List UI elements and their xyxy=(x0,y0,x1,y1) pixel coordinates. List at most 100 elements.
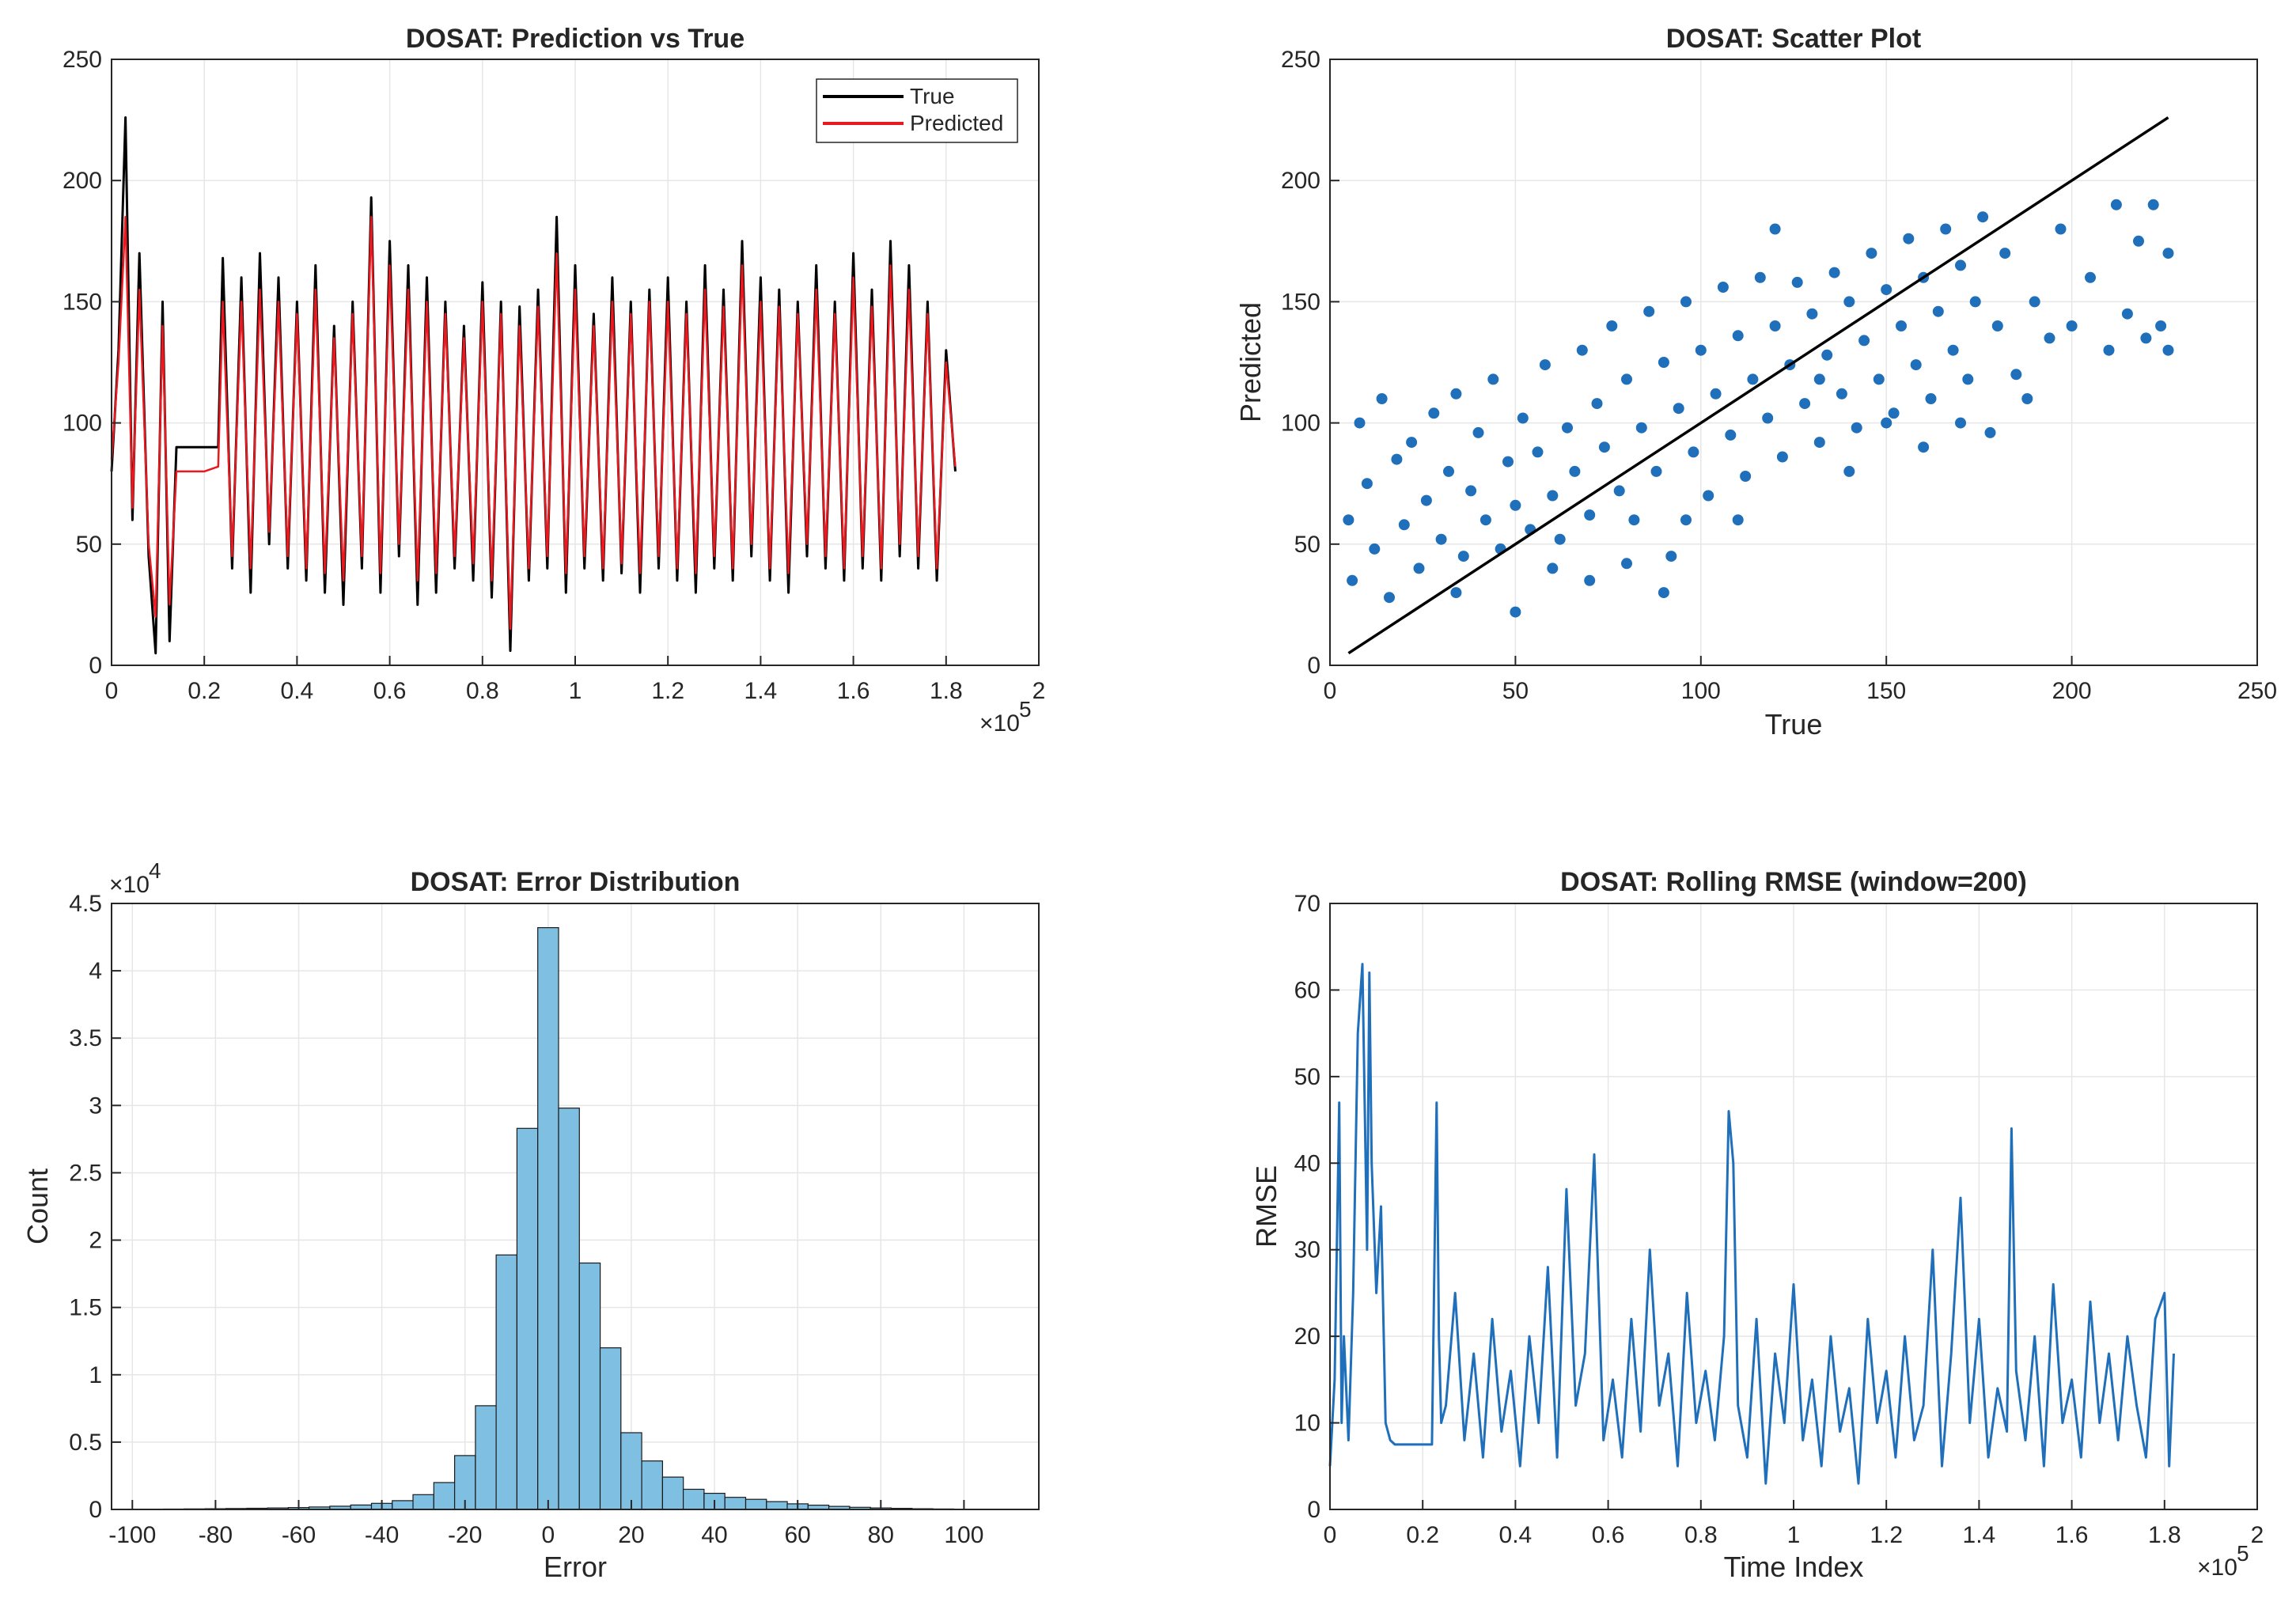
scatter-point xyxy=(1813,373,1825,385)
scatter-point xyxy=(1888,407,1900,419)
scatter-point xyxy=(1569,465,1581,477)
hist-bar xyxy=(766,1501,788,1510)
scatter-point xyxy=(1688,446,1699,458)
scatter-point xyxy=(1613,485,1625,497)
scatter-point xyxy=(1977,211,1989,223)
scatter-point xyxy=(1955,259,1966,271)
scatter-point xyxy=(1858,335,1870,347)
sc-ytick-label: 0 xyxy=(1307,653,1320,679)
ts-xtick-label: 0.8 xyxy=(466,678,499,704)
scatter-point xyxy=(2133,235,2144,247)
scatter-point xyxy=(1576,344,1588,356)
scatter-point xyxy=(1428,407,1440,419)
rm-ytick-label: 30 xyxy=(1294,1237,1320,1263)
ts-xtick-label: 0 xyxy=(105,678,119,704)
rm-xtick-label: 0.4 xyxy=(1499,1522,1533,1548)
scatter-point xyxy=(1621,373,1632,385)
scatter-point xyxy=(1999,248,2011,259)
prediction-vs-true-chart: DOSAT: Prediction vs True 0 0.2 0.4 0.6 0.8 1… xyxy=(63,24,1045,737)
scatter-point xyxy=(1881,284,1892,296)
scatter-point xyxy=(1896,320,1907,331)
scatter-point xyxy=(1539,359,1551,371)
scatter-point xyxy=(1732,330,1744,342)
scatter-point xyxy=(1420,494,1432,506)
hist-bar xyxy=(641,1460,663,1510)
ts-series-predicted xyxy=(110,215,957,631)
sc-xtick-label: 50 xyxy=(1502,678,1529,704)
rm-ytick-label: 70 xyxy=(1294,891,1320,917)
scatter-point xyxy=(1376,393,1388,404)
hi-ytick-label: 4 xyxy=(89,958,102,984)
hi-xtick-label: -60 xyxy=(282,1522,316,1548)
hist-bar xyxy=(599,1347,622,1510)
scatter-point xyxy=(1510,499,1521,511)
scatter-point xyxy=(2155,320,2167,331)
scatter-point xyxy=(1443,465,1454,477)
ts-title: DOSAT: Prediction vs True xyxy=(406,24,744,54)
svg-text:×10: ×10 xyxy=(2197,1555,2237,1581)
scatter-point xyxy=(2010,369,2022,381)
scatter-ylabel: Predicted xyxy=(1234,302,1267,422)
rm-xtick-label: 0 xyxy=(1324,1522,1337,1548)
scatter-point xyxy=(1591,398,1603,410)
scatter-point xyxy=(1480,514,1491,526)
hist-bar xyxy=(620,1432,642,1510)
scatter-point xyxy=(1717,282,1729,293)
scatter-point xyxy=(1747,373,1759,385)
scatter-point xyxy=(1406,437,1418,449)
scatter-point xyxy=(1680,296,1692,308)
ts-ytick-label: 250 xyxy=(63,47,102,73)
scatter-chart: DOSAT: Scatter Plot 0 50 100 150 200 250 0 50 10… xyxy=(1234,24,2277,740)
scatter-point xyxy=(1606,320,1618,331)
scatter-point xyxy=(1969,296,1981,308)
rm-xtick-label: 1.8 xyxy=(2148,1522,2181,1548)
scatter-point xyxy=(1643,305,1655,317)
scatter-point xyxy=(1450,388,1462,400)
scatter-point xyxy=(2085,271,2096,283)
scatter-point xyxy=(1910,359,1922,371)
scatter-point xyxy=(1554,533,1566,545)
scatter-point xyxy=(1502,456,1514,468)
hi-xtick-label: 40 xyxy=(701,1522,727,1548)
hi-xtick-label: 80 xyxy=(868,1522,894,1548)
hist-bar xyxy=(412,1494,434,1510)
scatter-point xyxy=(1843,465,1855,477)
ts-x-exponent: 5 xyxy=(1019,697,1032,721)
hi-ytick-label: 0 xyxy=(89,1497,102,1523)
scatter-point xyxy=(1710,388,1722,400)
scatter-point xyxy=(1665,551,1677,562)
scatter-point xyxy=(1740,471,1752,482)
rm-ytick-label: 40 xyxy=(1294,1150,1320,1176)
rmse-ticks: 0 0.2 0.4 0.6 0.8 1 1.2 1.4 1.6 1.8 20102030405060… xyxy=(1294,891,2264,1548)
ts-plot-area xyxy=(110,116,957,655)
scatter-point xyxy=(1821,349,1833,361)
scatter-point xyxy=(1547,562,1559,574)
hist-bar xyxy=(682,1488,705,1510)
scatter-point xyxy=(1962,373,1974,385)
scatter-point xyxy=(2140,332,2152,344)
scatter-point xyxy=(1695,344,1707,356)
hi-xtick-label: -100 xyxy=(108,1522,156,1548)
svg-text:×10: ×10 xyxy=(109,872,150,898)
ts-xtick-label: 1.2 xyxy=(651,678,684,704)
ts-xtick-label: 0.4 xyxy=(281,678,314,704)
hi-ytick-label: 0.5 xyxy=(69,1430,102,1456)
scatter-xlabel: True xyxy=(1765,708,1823,740)
scatter-point xyxy=(1754,271,1766,283)
hist-bar xyxy=(392,1500,414,1510)
scatter-point xyxy=(2103,344,2115,356)
ts-legend: True Predicted xyxy=(816,78,1018,143)
scatter-point xyxy=(1828,267,1840,278)
rm-ytick-label: 20 xyxy=(1294,1324,1320,1350)
scatter-point xyxy=(1547,490,1559,502)
scatter-point xyxy=(1769,223,1781,235)
scatter-point xyxy=(1851,422,1862,434)
scatter-point xyxy=(1457,551,1469,562)
rm-xtick-label: 0.2 xyxy=(1406,1522,1439,1548)
sc-ytick-label: 200 xyxy=(1281,168,1320,194)
ts-xtick-label: 0.2 xyxy=(188,678,221,704)
ts-legend-box xyxy=(816,78,1018,143)
scatter-point xyxy=(1932,305,1944,317)
hi-ytick-label: 3 xyxy=(89,1093,102,1119)
ts-ytick-label: 100 xyxy=(63,411,102,437)
